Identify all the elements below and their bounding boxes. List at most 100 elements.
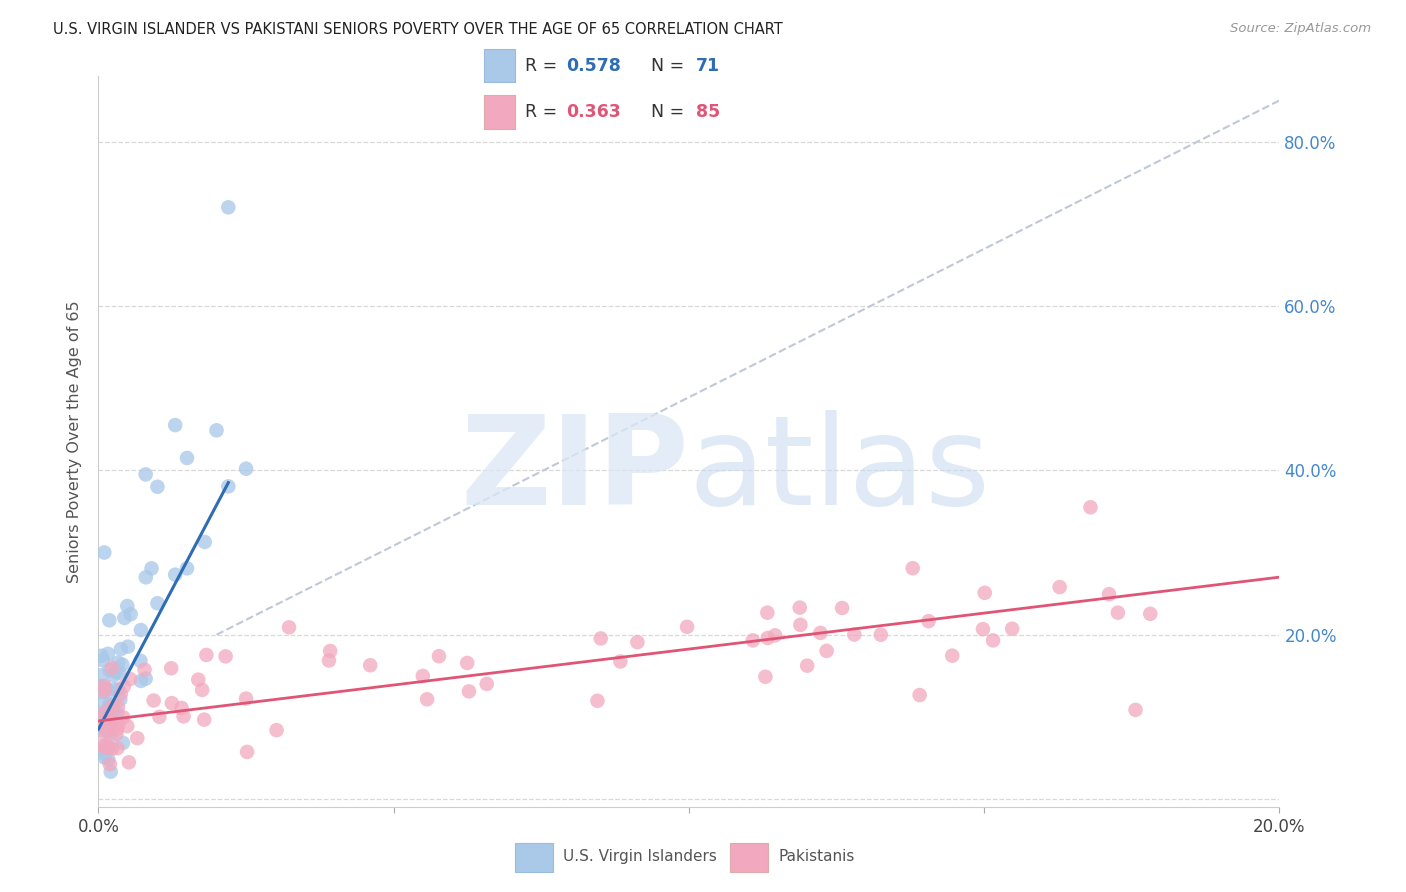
Point (917, 614, 939, 628)
Point (901, 561, 924, 575)
Point (100, 703, 122, 717)
Point (93, 684, 115, 698)
Point (427, 649, 450, 664)
Text: atlas: atlas (689, 410, 991, 532)
Point (609, 655, 631, 669)
Text: U.S. VIRGIN ISLANDER VS PAKISTANI SENIORS POVERTY OVER THE AGE OF 65 CORRELATION: U.S. VIRGIN ISLANDER VS PAKISTANI SENIOR… (53, 22, 783, 37)
Point (101, 661, 124, 675)
Point (87, 679, 110, 693)
Point (796, 658, 818, 673)
Point (98, 613, 121, 627)
Point (110, 642, 132, 657)
Point (134, 663, 156, 677)
Point (94, 706, 117, 720)
Point (96, 715, 118, 730)
Point (93, 750, 115, 764)
Point (146, 480, 169, 494)
Point (112, 611, 135, 625)
Point (741, 633, 763, 648)
Point (789, 600, 811, 615)
Point (91, 743, 114, 757)
Point (97, 752, 120, 766)
Point (129, 654, 152, 668)
Point (235, 691, 257, 706)
Point (235, 461, 257, 475)
Point (107, 718, 129, 732)
Point (626, 635, 648, 649)
Point (266, 723, 288, 738)
Point (456, 656, 478, 670)
Point (107, 699, 129, 714)
Point (908, 688, 931, 702)
Point (187, 673, 209, 687)
Point (193, 713, 215, 727)
Point (756, 631, 779, 645)
Point (810, 626, 832, 640)
Point (141, 561, 163, 575)
Point (318, 653, 340, 667)
Point (142, 693, 165, 707)
Point (98, 717, 121, 731)
Point (100, 714, 122, 728)
Point (214, 649, 236, 664)
Point (96, 709, 118, 723)
Point (475, 677, 498, 691)
Point (97, 647, 120, 661)
Text: 0.578: 0.578 (567, 56, 621, 75)
Point (127, 731, 149, 746)
Point (105, 727, 128, 741)
Point (1139, 607, 1161, 621)
Bar (484, 95, 516, 128)
Point (112, 680, 135, 694)
Point (91, 721, 114, 735)
Text: N =: N = (651, 103, 690, 120)
Point (90, 685, 112, 699)
Point (96, 704, 118, 718)
Point (146, 596, 169, 610)
Text: R =: R = (524, 103, 562, 120)
Point (100, 698, 122, 712)
Point (217, 479, 239, 493)
Point (1049, 580, 1071, 594)
Point (97, 712, 120, 726)
Point (195, 648, 218, 662)
Point (91, 695, 114, 709)
Point (160, 661, 183, 675)
Point (756, 606, 779, 620)
Point (416, 692, 439, 706)
Point (98, 663, 121, 677)
Point (96, 740, 118, 755)
Point (110, 687, 132, 701)
Text: Source: ZipAtlas.com: Source: ZipAtlas.com (1230, 22, 1371, 36)
Point (135, 467, 157, 482)
Point (165, 418, 187, 433)
Point (112, 710, 135, 724)
Point (117, 640, 139, 654)
Point (412, 669, 434, 683)
Point (754, 670, 776, 684)
Bar (730, 843, 768, 872)
Point (869, 628, 891, 642)
Point (981, 633, 1004, 648)
Point (93, 715, 115, 730)
Point (170, 701, 193, 715)
Y-axis label: Seniors Poverty Over the Age of 65: Seniors Poverty Over the Age of 65 (67, 301, 83, 582)
Point (90, 668, 112, 682)
Point (763, 628, 786, 642)
Point (96, 714, 118, 728)
Point (129, 673, 152, 688)
Point (1125, 703, 1147, 717)
Point (93, 545, 115, 559)
Point (105, 723, 128, 737)
Point (110, 692, 132, 706)
Point (236, 745, 259, 759)
Point (941, 648, 963, 663)
Point (98, 698, 121, 712)
Point (98, 741, 121, 756)
Point (93, 706, 115, 720)
Point (973, 586, 995, 600)
Point (101, 741, 124, 756)
Point (100, 699, 122, 714)
Point (586, 694, 609, 708)
Point (103, 668, 125, 682)
